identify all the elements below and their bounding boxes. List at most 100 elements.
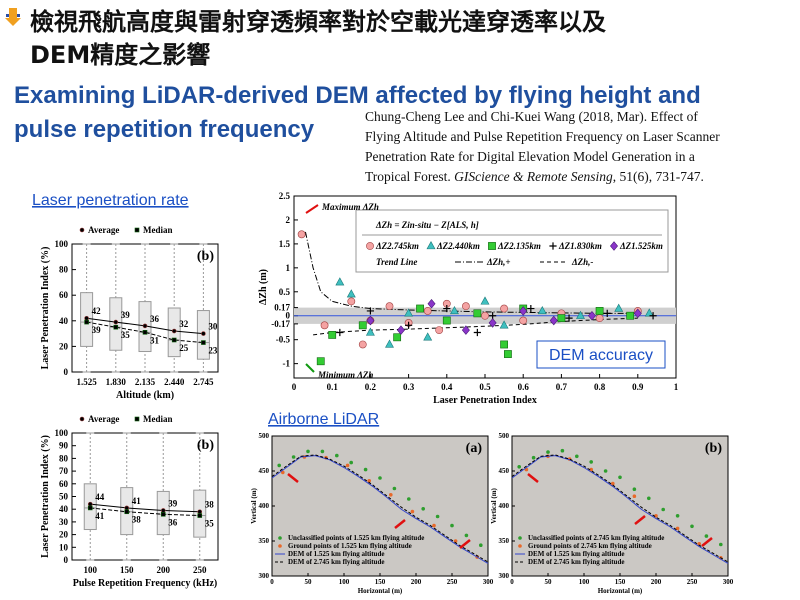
x-tick-label: 0.7 (556, 382, 568, 392)
marker (201, 331, 206, 336)
marker (481, 311, 489, 320)
legend-label: DEM of 2.745 km flying altitude (288, 558, 384, 566)
marker (500, 304, 508, 313)
x-tick-label: 2.745 (193, 377, 214, 387)
y-tick-label: 0.17 (274, 303, 290, 313)
y-tick-label: 50 (59, 492, 69, 502)
y-tick-label: 40 (59, 316, 69, 326)
x-tick-label: 150 (120, 565, 134, 575)
y-tick-label: 100 (55, 239, 69, 249)
marker (320, 321, 329, 330)
marker (473, 309, 482, 318)
y-tick-label: 80 (59, 453, 69, 463)
marker (595, 307, 604, 315)
annotation: Maximum ΔZh (321, 202, 379, 212)
title-zh: 檢視飛航高度與雷射穿透頻率對於空載光達穿透率以及 (30, 8, 606, 36)
marker (316, 357, 325, 366)
legend-label: ΔZ1.525km (619, 241, 663, 251)
value-label: 41 (132, 496, 142, 506)
legend-label: Ground points of 1.525 km flying altitud… (288, 542, 412, 550)
y-tick-label: 40 (59, 504, 69, 514)
x-axis-label: Laser Penetration Index (433, 395, 537, 406)
y-tick-label: 80 (59, 265, 69, 275)
arrow (394, 519, 406, 529)
marker (113, 324, 119, 330)
x-tick-label: 0 (292, 382, 297, 392)
marker (385, 339, 394, 348)
marker (197, 509, 203, 515)
point (589, 460, 593, 464)
marker (404, 308, 414, 317)
y-tick-label: 350 (499, 537, 510, 545)
x-tick-label: 250 (687, 578, 698, 586)
marker (87, 501, 93, 507)
legend-label: Average (88, 225, 119, 235)
citation-line: Penetration Rate for Digital Elevation M… (365, 149, 695, 164)
value-label: 38 (132, 515, 142, 525)
series-line (90, 507, 200, 517)
y-tick-label: 300 (499, 572, 510, 580)
value-label: 36 (150, 314, 160, 324)
y-tick-label: -0.5 (276, 335, 291, 345)
y-tick-label: 0 (64, 367, 69, 377)
marker (499, 320, 509, 329)
marker (576, 310, 585, 319)
value-label: 42 (92, 306, 102, 316)
marker (171, 328, 177, 334)
citation-line: Tropical Forest. GIScience & Remote Sens… (365, 169, 704, 184)
point (675, 514, 680, 518)
series-line (90, 503, 200, 513)
y-tick-label: 20 (59, 341, 69, 351)
marker (142, 323, 148, 329)
y-tick-label: 500 (259, 432, 270, 440)
marker (79, 227, 85, 233)
marker (565, 314, 573, 322)
marker (366, 315, 375, 326)
arrow (459, 539, 471, 549)
point (464, 533, 469, 538)
y-tick-label: 2.5 (279, 191, 291, 201)
legend-label: Ground points of 2.745 km flying altitud… (528, 542, 652, 550)
legend-label: ΔZ1.830km (558, 241, 602, 251)
x-tick-label: 1.525 (76, 377, 97, 387)
point (349, 460, 354, 465)
marker (557, 314, 566, 323)
point (690, 524, 694, 529)
legend-marker (518, 544, 522, 548)
marker (328, 330, 337, 339)
value-label: 38 (205, 500, 215, 510)
x-axis-label: Pulse Repetition Frequency (kHz) (73, 578, 218, 589)
marker (347, 297, 356, 306)
marker (649, 312, 657, 320)
citation-journal: GIScience & Remote Sensing (454, 169, 613, 184)
y-tick-label: 30 (59, 517, 69, 527)
marker (79, 416, 85, 422)
marker (633, 308, 642, 319)
marker (366, 242, 374, 250)
point (654, 514, 658, 518)
marker (519, 306, 528, 316)
marker (480, 296, 490, 305)
point (363, 467, 368, 472)
section-label: Airborne LiDAR (268, 411, 379, 428)
value-label: 23 (208, 346, 218, 356)
panel-label: (a) (466, 441, 483, 456)
section-label: DEM accuracy (549, 347, 653, 364)
point (661, 507, 665, 512)
marker (504, 350, 512, 358)
y-axis-label: Vertical (m) (490, 487, 498, 523)
label-box (536, 340, 666, 369)
x-tick-label: 2.440 (164, 377, 185, 387)
annotation: Minimum ΔZh (317, 370, 373, 380)
citation-line: Chung-Cheng Lee and Chi-Kuei Wang (2018,… (365, 109, 698, 124)
value-label: 35 (205, 519, 215, 529)
x-tick-label: 100 (339, 578, 350, 586)
marker (134, 227, 140, 233)
bullet-icon (5, 8, 21, 26)
marker (142, 330, 148, 335)
point (560, 448, 565, 453)
y-tick-label: 0.5 (279, 287, 291, 297)
plot-frame (271, 435, 489, 577)
point (291, 455, 296, 459)
arrow (527, 473, 539, 483)
